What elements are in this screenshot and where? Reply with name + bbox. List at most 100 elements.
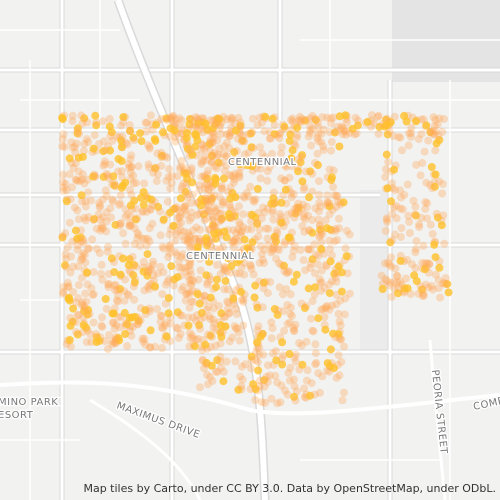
incident-point (203, 380, 212, 389)
incident-point (256, 174, 265, 183)
incident-point (292, 350, 300, 359)
incident-point (231, 357, 240, 366)
incident-point (313, 149, 322, 158)
incident-point (78, 175, 87, 184)
incident-point (84, 138, 93, 146)
incident-point (131, 215, 140, 224)
incident-point (253, 303, 262, 312)
incident-point (157, 323, 166, 332)
incident-point (223, 304, 232, 313)
incident-point (306, 167, 315, 176)
incident-point (108, 195, 117, 204)
incident-point (246, 245, 255, 254)
incident-point (328, 277, 337, 286)
incident-point (323, 198, 332, 207)
incident-point (185, 342, 194, 351)
incident-point (270, 305, 279, 313)
incident-point (197, 158, 206, 166)
incident-point (222, 233, 231, 242)
incident-point (104, 280, 113, 289)
incident-point (332, 203, 341, 211)
incident-point (204, 185, 213, 194)
incident-point (81, 258, 90, 267)
incident-point (429, 129, 438, 138)
incident-point (426, 128, 435, 137)
incident-point (239, 192, 248, 201)
incident-point (195, 299, 204, 308)
incident-point (156, 317, 165, 326)
incident-point (96, 226, 105, 235)
incident-point (165, 242, 174, 251)
incident-point (198, 128, 207, 137)
incident-point (310, 240, 319, 249)
incident-point (171, 133, 180, 141)
incident-point (101, 337, 109, 346)
incident-point (78, 197, 86, 206)
incident-point (124, 291, 133, 300)
incident-point (299, 256, 308, 265)
incident-point (311, 349, 320, 358)
incident-point (248, 238, 257, 247)
incident-point (307, 141, 316, 150)
incident-point (226, 194, 235, 203)
incident-point (311, 116, 320, 125)
incident-point (342, 226, 351, 235)
incident-point (137, 137, 146, 146)
incident-point (104, 280, 113, 288)
incident-point (201, 194, 210, 203)
incident-point (116, 285, 125, 293)
incident-point (92, 118, 101, 127)
incident-point (77, 237, 86, 246)
incident-point (215, 193, 224, 202)
minor-roads (89, 339, 447, 500)
incident-point (189, 123, 197, 132)
incident-point (232, 147, 241, 155)
incident-point (285, 267, 294, 276)
incident-point (392, 214, 401, 223)
incident-point (285, 136, 294, 145)
incident-point (402, 117, 411, 126)
incident-point (319, 125, 328, 134)
incident-point (186, 232, 195, 241)
incident-point (156, 231, 165, 240)
incident-point (405, 217, 414, 226)
incident-point (71, 175, 80, 184)
incident-point (192, 335, 201, 344)
incident-point (69, 288, 78, 296)
incident-point (213, 367, 222, 376)
incident-point (61, 261, 69, 270)
incident-point (59, 288, 68, 296)
incident-point (311, 283, 320, 292)
incident-point (134, 231, 143, 240)
incident-point (210, 223, 219, 232)
incident-point (396, 277, 405, 286)
incident-point (310, 390, 319, 399)
incident-point (280, 240, 289, 249)
incident-point (216, 357, 225, 366)
incident-point (143, 118, 151, 127)
incident-point (234, 385, 243, 394)
incident-point (177, 218, 186, 227)
incident-point (116, 323, 125, 332)
incident-point (90, 215, 99, 224)
incident-point (121, 205, 130, 214)
incident-point (195, 186, 204, 195)
incident-point (61, 229, 70, 238)
incident-point (150, 197, 159, 206)
incident-point (65, 218, 74, 227)
incident-point (417, 130, 426, 139)
incident-point (116, 270, 125, 279)
incident-point (125, 221, 134, 230)
incident-point (117, 183, 126, 192)
incident-point (79, 235, 88, 244)
incident-point (259, 350, 268, 359)
incident-point (382, 214, 391, 223)
incident-point (254, 232, 263, 241)
incident-point (226, 203, 235, 212)
incident-point (329, 113, 338, 122)
incident-point (163, 197, 172, 206)
incident-point (204, 303, 213, 311)
incident-point (109, 258, 118, 266)
incident-point (113, 285, 122, 294)
